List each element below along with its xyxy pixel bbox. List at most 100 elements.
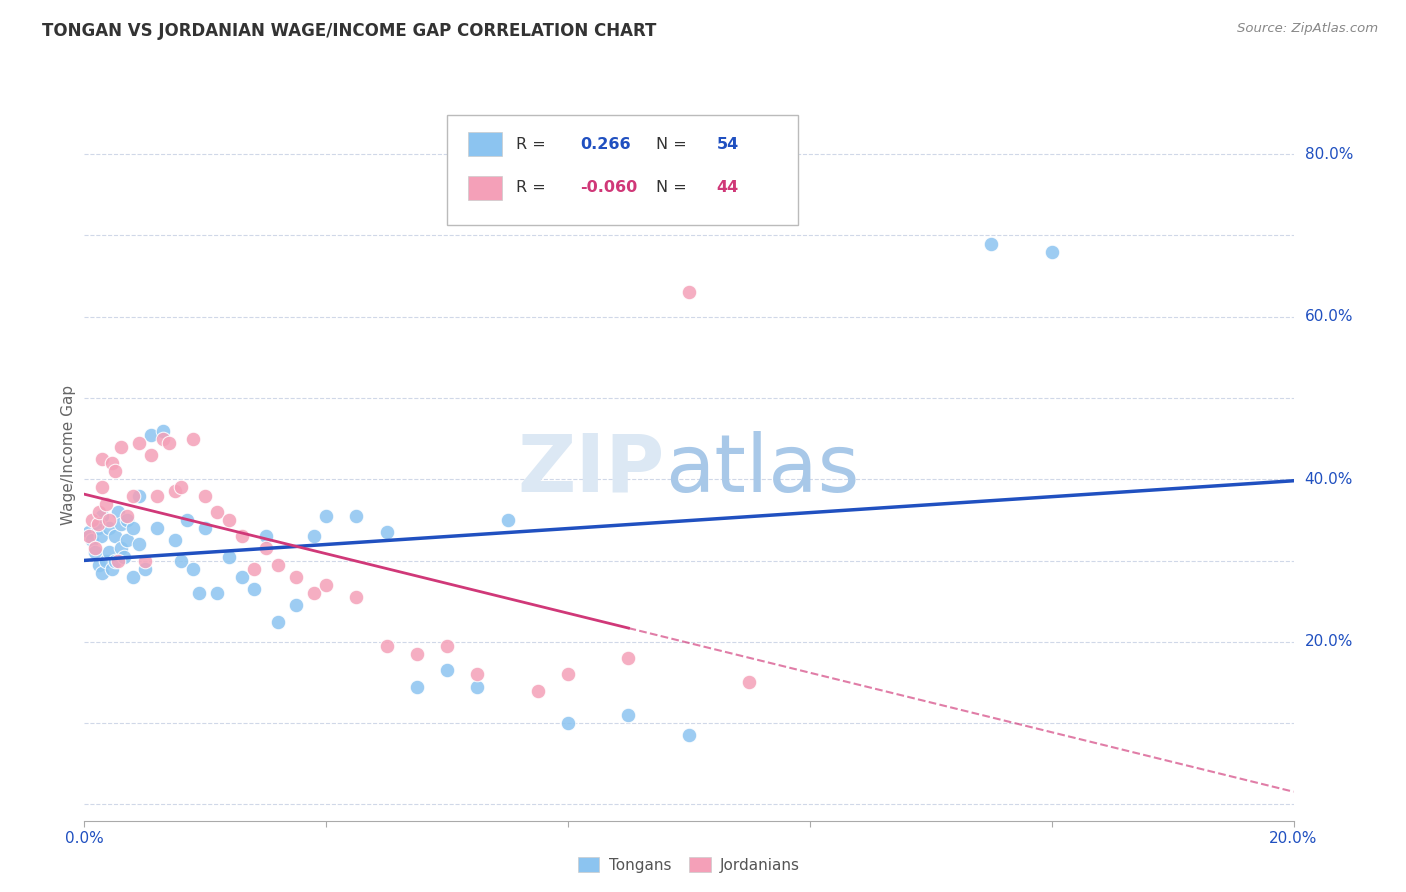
Text: TONGAN VS JORDANIAN WAGE/INCOME GAP CORRELATION CHART: TONGAN VS JORDANIAN WAGE/INCOME GAP CORR… [42,22,657,40]
Point [436,663,458,677]
Text: N =: N = [657,136,692,152]
Point [107,505,129,519]
Point [121,570,143,584]
Point [346,590,368,604]
Point [526,683,548,698]
Point [91,508,114,523]
Point [163,533,186,548]
Point [128,435,150,450]
Text: 44: 44 [717,180,740,195]
Point [157,435,180,450]
Point [617,708,640,723]
Point [231,529,253,543]
Point [104,464,127,478]
Point [231,570,253,584]
Point [115,508,138,523]
Point [152,432,174,446]
Point [678,728,700,742]
Point [557,716,579,731]
Point [346,508,368,523]
Point [242,582,264,596]
Point [91,452,114,467]
Point [375,525,398,540]
Point [170,553,193,567]
Point [104,529,127,543]
Point [302,529,325,543]
Text: ZIP: ZIP [517,431,665,508]
Point [94,497,117,511]
Point [91,480,114,494]
Point [181,562,204,576]
Point [84,541,107,556]
Point [77,525,100,540]
Point [1040,244,1063,259]
Point [188,586,211,600]
Point [112,549,135,564]
Point [170,480,193,494]
Text: 20.0%: 20.0% [1305,634,1353,649]
Point [406,680,429,694]
Text: R =: R = [516,180,551,195]
Point [97,545,120,559]
Point [315,578,337,592]
Point [254,541,277,556]
Point [97,513,120,527]
Point [152,424,174,438]
Point [436,639,458,653]
Point [678,285,700,300]
Point [139,427,162,442]
Point [77,529,100,543]
Text: 40.0%: 40.0% [1305,472,1353,487]
Text: Source: ZipAtlas.com: Source: ZipAtlas.com [1237,22,1378,36]
Point [176,513,198,527]
Point [218,549,240,564]
Point [134,562,156,576]
Point [284,599,308,613]
Point [121,489,143,503]
Point [84,545,107,559]
Point [121,521,143,535]
Bar [468,177,502,200]
Point [254,529,277,543]
Text: 80.0%: 80.0% [1305,146,1353,161]
Point [738,675,761,690]
Y-axis label: Wage/Income Gap: Wage/Income Gap [60,384,76,525]
Point [617,651,640,665]
Point [163,484,186,499]
Point [467,667,489,681]
Point [242,562,264,576]
Point [194,521,217,535]
Point [181,432,204,446]
Point [110,440,132,454]
Bar [468,132,502,156]
Point [139,448,162,462]
Point [80,513,103,527]
Text: N =: N = [657,180,692,195]
Text: R =: R = [516,136,551,152]
Text: 54: 54 [717,136,740,152]
Point [128,489,150,503]
Point [100,456,122,470]
Text: 60.0%: 60.0% [1305,310,1353,325]
Point [980,236,1002,251]
Point [90,529,112,543]
Legend: Tongans, Jordanians: Tongans, Jordanians [572,851,806,879]
Point [94,553,117,567]
Point [467,680,489,694]
Point [80,533,103,548]
Point [207,586,229,600]
Point [146,521,169,535]
Point [406,647,429,661]
Point [146,489,169,503]
Point [496,513,519,527]
Text: 0.266: 0.266 [581,136,631,152]
Point [194,489,217,503]
Point [100,562,122,576]
Point [89,505,111,519]
Point [302,586,325,600]
Point [86,516,108,531]
Point [267,615,290,629]
Point [315,508,337,523]
Point [207,505,229,519]
Point [284,570,308,584]
